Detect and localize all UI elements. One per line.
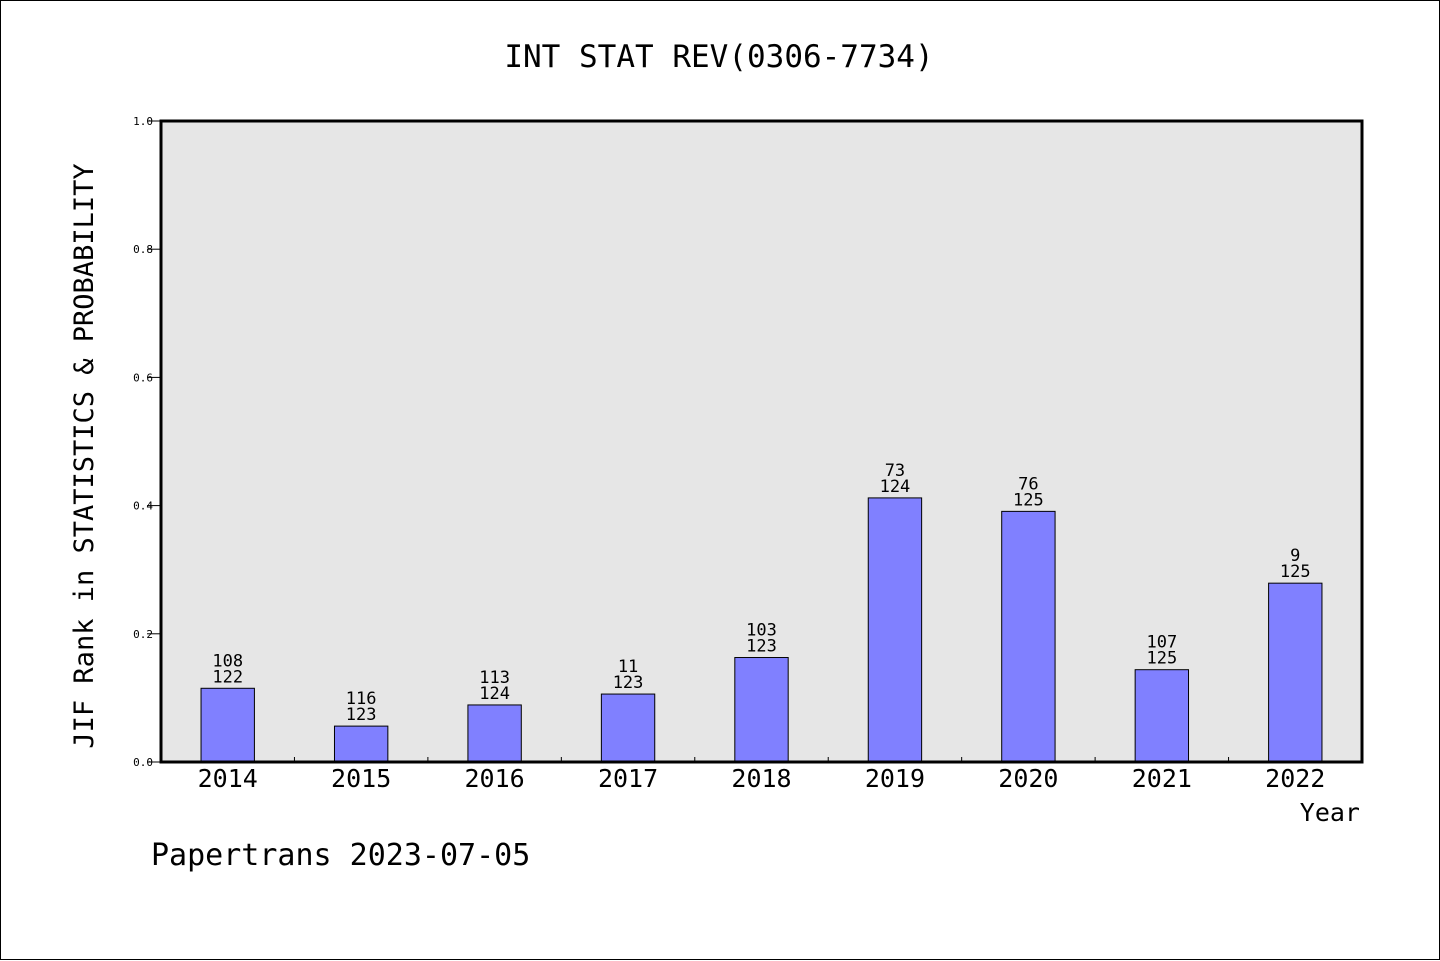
bar-rank-label: 108 [212, 651, 243, 671]
bar-total-label: 125 [1280, 562, 1311, 582]
bar-2017 [600, 693, 656, 763]
x-tick-label: 2021 [1132, 764, 1192, 793]
y-tick-label: 1.0 [133, 115, 153, 128]
bar-rank-label: 113 [479, 668, 510, 688]
bar-rank-label: 73 [885, 461, 905, 481]
x-tick-label: 2020 [998, 764, 1058, 793]
plot-area [161, 121, 1362, 762]
x-axis: 2014 2015 2016 2017 2018 2019 2020 2021 2022 [198, 757, 1325, 793]
x-tick-label: 2019 [865, 764, 925, 793]
x-tick-label: 2014 [198, 764, 258, 793]
x-tick-label: 2017 [598, 764, 658, 793]
bar-2021 [1134, 669, 1190, 763]
x-tick-label: 2015 [331, 764, 391, 793]
bar-total-label: 124 [479, 684, 510, 704]
y-tick-label: 0.0 [133, 756, 153, 769]
bar-2020 [1001, 510, 1056, 763]
y-tick-label: 0.6 [133, 371, 153, 384]
bar-total-label: 125 [1146, 649, 1177, 669]
x-axis-label: Year [1300, 798, 1360, 827]
bar-total-label: 123 [346, 705, 377, 725]
bar-2019 [867, 497, 923, 763]
plot-border [159, 119, 1364, 764]
x-tick-label: 2016 [465, 764, 525, 793]
bar-rank-label: 107 [1146, 633, 1177, 653]
y-tick-label: 0.8 [133, 243, 153, 256]
bar-2018 [734, 657, 789, 763]
y-tick-label: 0.2 [133, 628, 153, 641]
bar-total-label: 122 [212, 667, 243, 687]
bar-2015 [333, 725, 389, 763]
bar-total-label: 125 [1013, 490, 1044, 510]
footer-text: Papertrans 2023-07-05 [151, 838, 530, 873]
bar-rank-label: 11 [618, 657, 638, 677]
chart-title: INT STAT REV(0306-7734) [504, 39, 933, 75]
bar-rank-label: 103 [746, 621, 777, 641]
bar-2014 [200, 687, 255, 763]
bar-rank-label: 116 [346, 689, 377, 709]
y-axis: 0.0 0.2 0.4 0.6 0.8 1.0 [133, 115, 161, 769]
bar-total-label: 123 [613, 673, 644, 693]
bar-total-label: 123 [746, 637, 777, 657]
bar-2016 [467, 704, 522, 763]
x-tick-label: 2022 [1265, 764, 1325, 793]
bar-total-label: 124 [880, 477, 911, 497]
x-tick-label: 2018 [731, 764, 791, 793]
bar-rank-label: 76 [1018, 474, 1038, 494]
y-tick-label: 0.4 [133, 500, 153, 513]
bar-2022 [1268, 582, 1323, 763]
bar-rank-label: 9 [1290, 546, 1300, 566]
y-axis-label: JIF Rank in STATISTICS & PROBABILITY [69, 163, 100, 748]
